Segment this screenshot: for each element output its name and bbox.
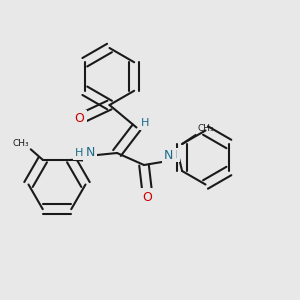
Text: CH₃: CH₃ [197,124,214,134]
Text: N: N [85,146,95,160]
Text: O: O [142,190,152,204]
Text: N: N [164,148,173,162]
Text: H: H [75,148,84,158]
Text: H: H [169,150,178,160]
Text: O: O [75,112,84,125]
Text: CH₃: CH₃ [13,139,29,148]
Text: H: H [141,118,149,128]
